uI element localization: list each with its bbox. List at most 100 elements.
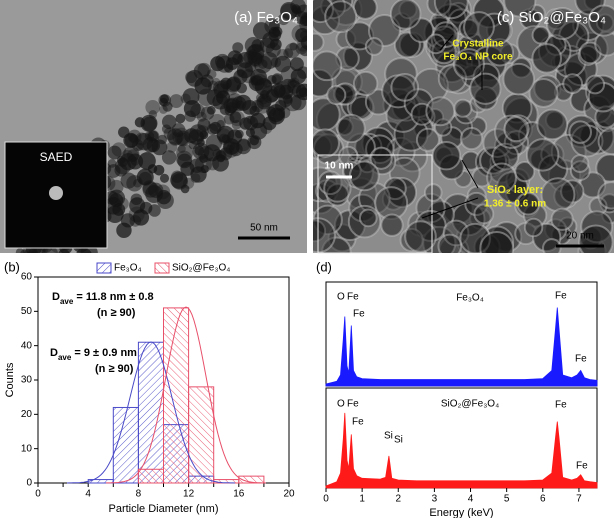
particle [198, 146, 214, 162]
peak-label: Fe [555, 291, 567, 302]
scale-label: 10 nm [325, 161, 354, 172]
particle [243, 115, 259, 131]
arrow [461, 159, 479, 189]
panel-label: (c) SiO₂@Fe₃O₄ [497, 9, 606, 26]
particle [463, 11, 495, 43]
particle [168, 132, 183, 146]
particle [200, 106, 215, 120]
particle [159, 105, 168, 114]
y-tick-label: 40 [21, 340, 33, 351]
particle [234, 129, 244, 139]
particle [247, 135, 262, 150]
particle [140, 114, 158, 132]
y-tick-label: 10 [21, 443, 33, 454]
legend-swatch [154, 262, 170, 274]
particle [15, 248, 25, 253]
particle [135, 132, 149, 146]
particle [136, 168, 154, 186]
x-axis-label: Particle Diameter (nm) [108, 503, 218, 515]
x-axis-label: Energy (keV) [429, 507, 493, 518]
fit-curve [106, 306, 266, 484]
particle [358, 208, 378, 228]
particle [594, 31, 614, 57]
x-tick-label: 16 [233, 489, 245, 500]
particle [252, 22, 271, 40]
inset-label: SAED [40, 150, 73, 164]
peak-label: Fe [555, 400, 567, 411]
particle [262, 116, 277, 131]
particle [390, 73, 420, 102]
panel-label: (b) [4, 259, 20, 274]
particle [324, 0, 358, 34]
particle [369, 146, 393, 170]
particle [295, 28, 307, 43]
particle [273, 85, 286, 97]
particle [26, 251, 37, 253]
particle [129, 215, 142, 227]
x-tick-label: 4 [468, 494, 474, 505]
particle [120, 172, 137, 189]
annotation-part: = 9 ± 0.9 nm [71, 347, 137, 359]
particle [231, 119, 242, 130]
particle [437, 233, 463, 253]
particle [109, 193, 124, 208]
particle [532, 222, 562, 253]
annotation: (n ≥ 90) [97, 307, 136, 319]
particle [289, 42, 298, 51]
annotation-part: = 11.8 nm ± 0.8 [73, 291, 153, 303]
particle [58, 248, 70, 253]
particle [568, 120, 592, 144]
x-tick-label: 0 [35, 489, 41, 500]
particle [159, 97, 168, 107]
particle [146, 130, 160, 143]
particle [170, 171, 188, 189]
particle [313, 128, 340, 158]
particle [76, 248, 92, 253]
particle [453, 98, 473, 118]
particle [326, 85, 347, 106]
y-tick-label: 30 [21, 375, 33, 386]
particle [425, 96, 456, 127]
particle [479, 230, 515, 253]
particle [516, 191, 541, 216]
tem-image-a [0, 0, 307, 253]
particle [256, 94, 272, 110]
particle [542, 238, 562, 253]
particle [251, 99, 264, 113]
peak-label: Fe [352, 417, 364, 428]
particle [180, 184, 190, 194]
particle [229, 142, 243, 157]
annotation-part: D [52, 291, 60, 303]
particle [161, 114, 177, 130]
particle [229, 111, 242, 124]
particle [276, 49, 289, 61]
particle [123, 132, 139, 148]
particle [221, 134, 231, 144]
arrow [421, 197, 479, 219]
particle [175, 113, 186, 124]
particle [502, 62, 536, 96]
annotation: Dave = 11.8 nm ± 0.8 [52, 291, 154, 306]
particle [459, 126, 484, 151]
particle [338, 145, 359, 167]
legend-swatch [96, 262, 112, 274]
particle [433, 0, 469, 20]
particle [184, 128, 199, 144]
inset-frame [317, 154, 433, 254]
particle [525, 138, 560, 172]
particle [299, 45, 307, 57]
particle [313, 50, 343, 82]
particle [138, 152, 156, 170]
particle [223, 113, 235, 125]
particle [452, 48, 485, 81]
particle [380, 213, 404, 237]
particle [569, 160, 591, 181]
particle [503, 0, 537, 18]
particle [255, 93, 265, 103]
x-tick-label: 2 [395, 494, 401, 505]
particle [531, 25, 551, 45]
particle [423, 183, 443, 202]
particle [206, 123, 219, 135]
particle [194, 145, 205, 156]
